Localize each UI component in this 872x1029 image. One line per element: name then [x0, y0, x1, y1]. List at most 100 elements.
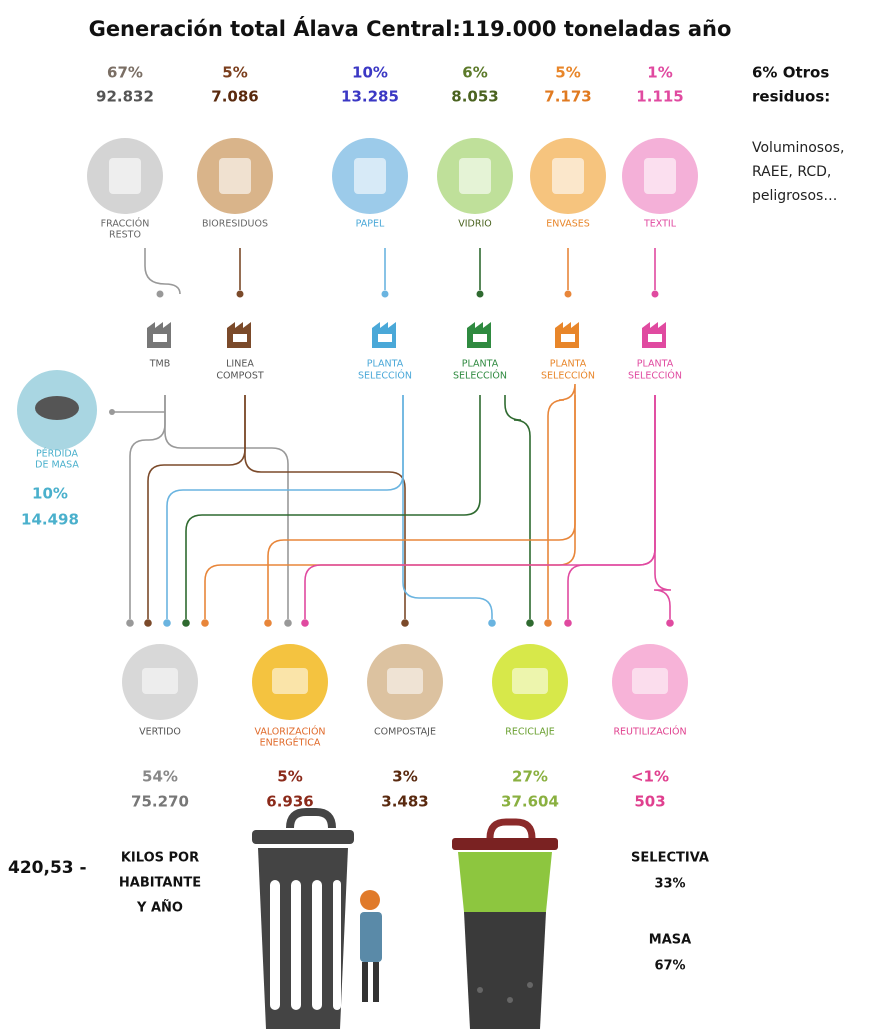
flow: [654, 395, 671, 619]
source-label: ENVASES: [546, 219, 590, 230]
plant-label: SELECCIÓN: [541, 370, 595, 382]
connector-dot: [237, 291, 244, 298]
source-amount: 1.115: [636, 88, 683, 106]
destination-percent: 3%: [392, 768, 417, 786]
plant-label: SELECCIÓN: [628, 370, 682, 382]
bin-mass: [252, 812, 382, 1029]
destination-label: REUTILIZACIÓN: [613, 726, 686, 738]
title: Generación total Álava Central:119.000 t…: [89, 16, 732, 41]
source-icon-shape: [644, 158, 676, 194]
source-icon-shape: [552, 158, 584, 194]
destination-icon-shape: [272, 668, 308, 694]
plant-icon-window: [648, 334, 662, 342]
destination-icon-shape: [632, 668, 668, 694]
plant-label: TMB: [149, 359, 171, 370]
page: Generación total Álava Central:119.000 t…: [0, 0, 872, 1029]
flow: [186, 395, 480, 619]
loss-amount: 14.498: [21, 511, 79, 529]
flow-dot: [544, 619, 552, 627]
connector-dot: [157, 291, 164, 298]
destination-amount: 503: [634, 793, 665, 811]
plant-icon-window: [153, 334, 167, 342]
plant-icon-window: [233, 334, 247, 342]
split-label: SELECTIVA: [631, 851, 709, 866]
flow: [245, 395, 405, 619]
plant-label: PLANTA: [550, 359, 587, 370]
per-capita-label: HABITANTE: [119, 876, 201, 891]
flow-dot: [144, 619, 152, 627]
split-percent: 67%: [654, 959, 685, 974]
source-amount: 92.832: [96, 88, 154, 106]
flow-dot: [163, 619, 171, 627]
split-label: MASA: [649, 933, 691, 948]
source-icon-shape: [219, 158, 251, 194]
destination-label: COMPOSTAJE: [374, 727, 436, 738]
flow-dot: [126, 619, 134, 627]
source-amount: 8.053: [451, 88, 498, 106]
plant-icon-window: [378, 334, 392, 342]
source-percent: 5%: [555, 64, 580, 82]
source-amount: 13.285: [341, 88, 399, 106]
flow-dot: [488, 619, 496, 627]
flow: [167, 395, 403, 619]
split-percent: 33%: [654, 877, 685, 892]
flow-dot: [526, 619, 534, 627]
other-description: Voluminosos,: [752, 140, 844, 156]
connector-dot: [382, 291, 389, 298]
destination-amount: 3.483: [381, 793, 428, 811]
destination-icon-shape: [142, 668, 178, 694]
flow: [148, 395, 245, 619]
source-label: FRACCIÓN: [101, 218, 150, 230]
plant-label: PLANTA: [462, 359, 499, 370]
destination-icon-shape: [387, 668, 423, 694]
destination-icon-shape: [512, 668, 548, 694]
flow-dot: [666, 619, 674, 627]
per-capita-value: 420,53 -: [8, 858, 87, 878]
flow: [548, 384, 575, 619]
destination-label: RECICLAJE: [505, 727, 555, 738]
plant-label: SELECCIÓN: [453, 370, 507, 382]
other-title: 6% Otros: [752, 64, 829, 82]
plant-icon-window: [561, 334, 575, 342]
loss-percent: 10%: [32, 485, 68, 503]
flow: [205, 395, 575, 619]
destination-label: VALORIZACIÓN: [254, 726, 325, 738]
destination-amount: 37.604: [501, 793, 559, 811]
source-amount: 7.086: [211, 88, 258, 106]
source-icon-shape: [459, 158, 491, 194]
destination-percent: <1%: [631, 768, 669, 786]
source-label: PAPEL: [356, 219, 385, 230]
source-percent: 1%: [647, 64, 672, 82]
flow-dot: [201, 619, 209, 627]
source-label: TEXTIL: [643, 219, 677, 230]
flow: [165, 395, 288, 619]
flow-dot: [284, 619, 292, 627]
flow: [568, 395, 655, 619]
destination-label: VERTIDO: [139, 727, 181, 738]
source-label: BIORESIDUOS: [202, 219, 268, 230]
destination-label: ENERGÉTICA: [260, 737, 321, 749]
destination-percent: 54%: [142, 768, 178, 786]
plant-label: COMPOST: [216, 371, 264, 382]
plant-label: LINEA: [226, 359, 254, 370]
flows: [130, 248, 671, 619]
loss-dot: [109, 409, 115, 415]
source-percent: 67%: [107, 64, 143, 82]
per-capita-label: Y AÑO: [136, 900, 183, 916]
plant-icon-window: [473, 334, 487, 342]
destination-percent: 5%: [277, 768, 302, 786]
plant-label: SELECCIÓN: [358, 370, 412, 382]
connector-dot: [652, 291, 659, 298]
destination-amount: 75.270: [131, 793, 189, 811]
source-label: VIDRIO: [458, 219, 492, 230]
other-description: peligrosos…: [752, 188, 837, 204]
plant-label: PLANTA: [637, 359, 674, 370]
flow-dot: [564, 619, 572, 627]
flow-dot: [401, 619, 409, 627]
connector-dot: [477, 291, 484, 298]
source-percent: 6%: [462, 64, 487, 82]
other-title: residuos:: [752, 88, 830, 106]
loss-label: DE MASA: [35, 460, 79, 471]
loss-label: PÉRDIDA: [36, 448, 79, 460]
flow-dot: [264, 619, 272, 627]
